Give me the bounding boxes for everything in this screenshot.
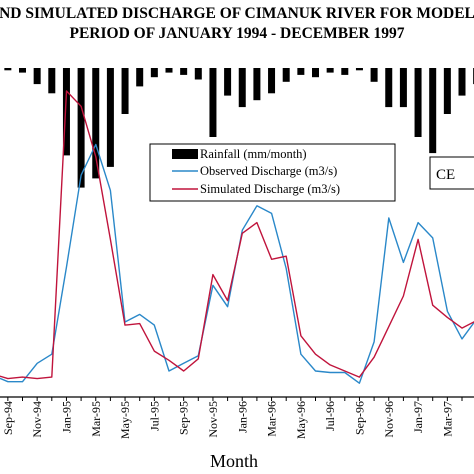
rainfall-bar-Aug-95 xyxy=(165,68,173,73)
x-tick-label-May-96: May-96 xyxy=(294,401,308,439)
x-tick-label-Jan-97: Jan-97 xyxy=(411,401,425,433)
chart-title-line1: ND SIMULATED DISCHARGE OF CIMANUK RIVER … xyxy=(0,5,474,22)
note-box: CE xyxy=(429,156,474,190)
rainfall-bar-Dec-95 xyxy=(224,68,232,96)
x-tick-label-Mar-96: Mar-96 xyxy=(265,401,279,437)
legend-observed-label: Observed Discharge (m3/s) xyxy=(200,164,337,178)
rainfall-bar-Oct-94 xyxy=(19,68,26,73)
rainfall-bar-Jan-95 xyxy=(62,68,70,156)
rainfall-bar-Jan-97 xyxy=(414,68,422,137)
rainfall-bar-Sep-96 xyxy=(355,68,363,71)
simulated-discharge-line xyxy=(0,90,474,380)
observed-discharge-line xyxy=(0,143,474,384)
note-box-label: CE xyxy=(436,167,455,183)
rainfall-bars xyxy=(4,68,474,188)
x-axis-title: Month xyxy=(210,451,258,471)
rainfall-bar-May-96 xyxy=(297,68,305,75)
legend: Rainfall (mm/month) Observed Discharge (… xyxy=(149,143,396,202)
x-tick-label-Sep-95: Sep-95 xyxy=(177,401,191,435)
x-tick-label-Nov-95: Nov-95 xyxy=(206,401,220,438)
x-tick-label-Mar-95: Mar-95 xyxy=(89,401,103,437)
rainfall-bar-Dec-96 xyxy=(399,68,407,108)
x-tick-label-Sep-96: Sep-96 xyxy=(352,401,366,435)
x-axis-ticks: Sep-94 Nov-94 Jan-95 Mar-95 May-95 Jul-95 Sep-… xyxy=(1,397,463,439)
legend-rainfall-label: Rainfall (mm/month) xyxy=(200,147,307,161)
rainfall-bar-Jul-96 xyxy=(326,68,334,73)
rainfall-bar-Dec-94 xyxy=(48,68,56,94)
rainfall-bar-Mar-96 xyxy=(268,68,276,94)
rainfall-bar-Mar-95 xyxy=(92,68,100,179)
note-box-frame xyxy=(429,156,474,190)
rainfall-bar-Nov-94 xyxy=(33,68,41,85)
x-tick-label-Jul-96: Jul-96 xyxy=(323,401,337,431)
x-tick-label-Mar-97: Mar-97 xyxy=(440,401,454,437)
rainfall-bar-Sep-94 xyxy=(4,68,12,71)
x-tick-label-May-95: May-95 xyxy=(118,401,132,439)
rainfall-bar-Jul-95 xyxy=(150,68,158,78)
x-tick-label-Jan-95: Jan-95 xyxy=(59,401,73,433)
rainfall-bar-Oct-95 xyxy=(194,68,202,80)
rainfall-bar-Feb-96 xyxy=(253,68,261,101)
x-tick-label-Sep-94: Sep-94 xyxy=(1,401,15,435)
rainfall-bar-Jun-96 xyxy=(312,68,319,78)
observed-series xyxy=(0,143,474,384)
rainfall-bar-Mar-97 xyxy=(443,68,451,114)
legend-simulated-label: Simulated Discharge (m3/s) xyxy=(200,182,340,196)
rainfall-bar-Aug-96 xyxy=(341,68,349,75)
x-tick-label-Nov-96: Nov-96 xyxy=(382,401,396,438)
rainfall-bar-Apr-97 xyxy=(458,68,466,96)
rainfall-bar-Apr-95 xyxy=(106,68,114,167)
rainfall-bar-Apr-96 xyxy=(282,68,290,82)
rainfall-bar-Nov-95 xyxy=(209,68,217,137)
chart-title-line2: PERIOD OF JANUARY 1994 - DECEMBER 1997 xyxy=(70,25,405,42)
legend-rainfall-swatch xyxy=(172,149,198,159)
rainfall-bar-Feb-95 xyxy=(77,68,85,188)
rainfall-bar-May-95 xyxy=(121,68,129,114)
x-tick-label-Jan-96: Jan-96 xyxy=(235,401,249,433)
rainfall-bar-Jun-95 xyxy=(136,68,144,87)
rainfall-bar-Nov-96 xyxy=(385,68,393,108)
x-tick-label-Nov-94: Nov-94 xyxy=(30,401,44,438)
simulated-series xyxy=(0,90,474,380)
rainfall-bar-Sep-95 xyxy=(180,68,188,75)
rainfall-bar-Oct-96 xyxy=(370,68,378,82)
x-tick-label-Jul-95: Jul-95 xyxy=(147,401,161,431)
rainfall-bar-Feb-97 xyxy=(429,68,437,154)
rainfall-bar-Jan-96 xyxy=(238,68,246,108)
